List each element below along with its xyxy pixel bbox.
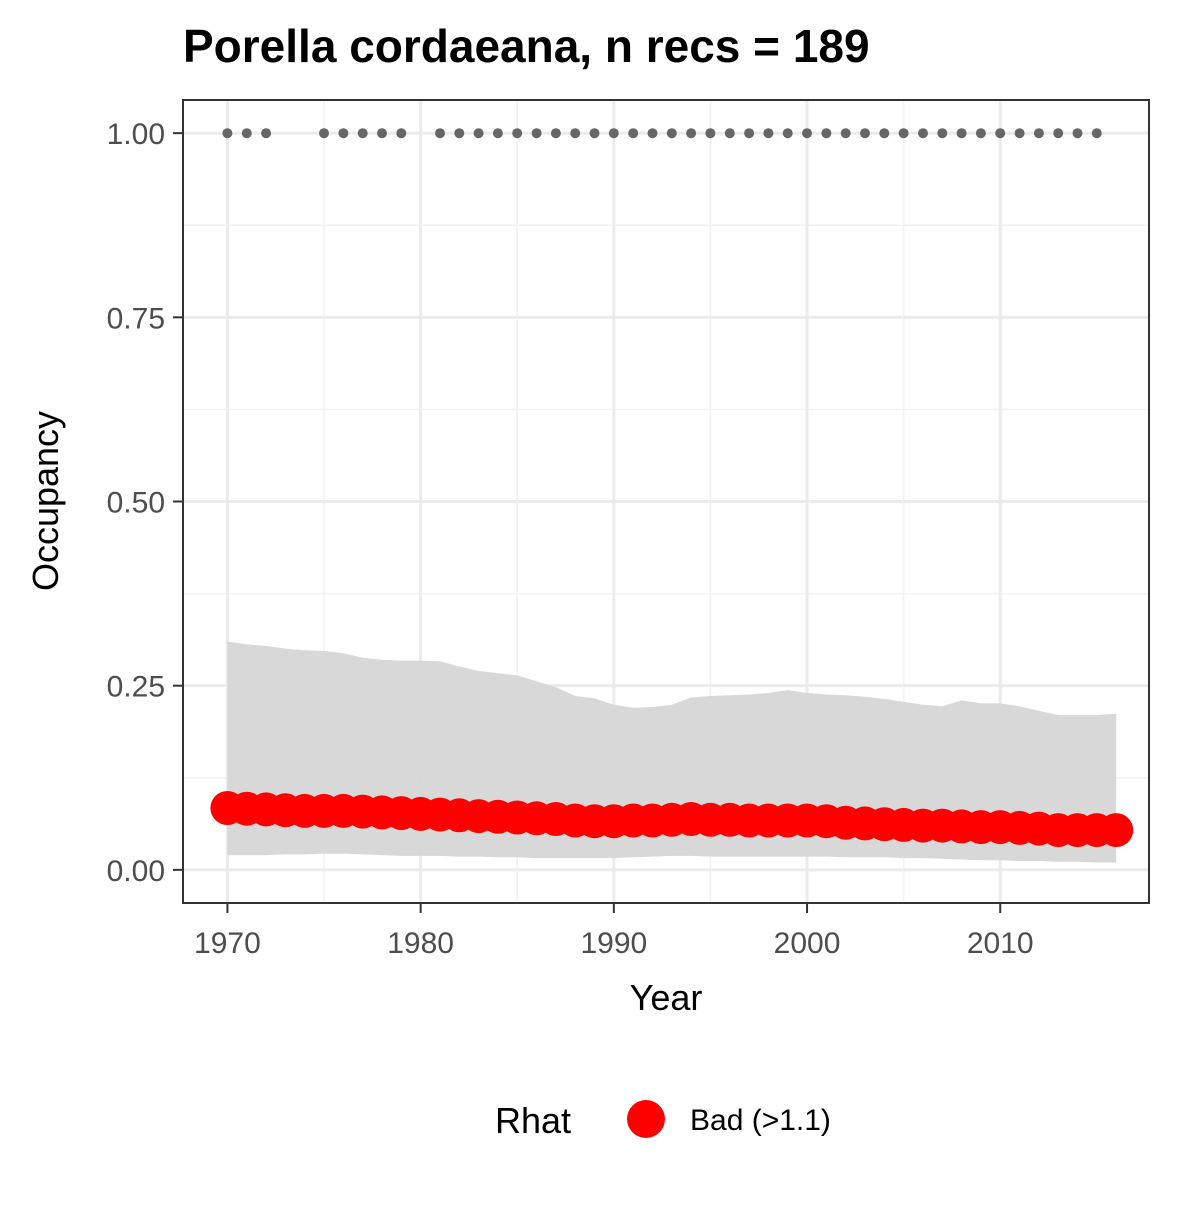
record-year-point — [608, 128, 619, 139]
record-year-point — [705, 128, 716, 139]
record-year-point — [898, 128, 909, 139]
record-year-point — [975, 128, 986, 139]
record-year-point — [724, 128, 735, 139]
y-tick-label: 0.25 — [107, 671, 165, 704]
record-year-point — [396, 128, 407, 139]
record-year-point — [937, 128, 948, 139]
record-year-point — [454, 128, 465, 139]
record-year-point — [686, 128, 697, 139]
record-year-point — [512, 128, 523, 139]
record-year-point — [241, 128, 252, 139]
record-year-point — [589, 128, 600, 139]
record-year-point — [570, 128, 581, 139]
x-tick-label: 1990 — [580, 927, 647, 960]
x-tick-label: 1980 — [387, 927, 454, 960]
record-year-point — [647, 128, 658, 139]
y-tick-label: 0.75 — [107, 302, 165, 335]
record-year-point — [261, 128, 272, 139]
record-year-point — [222, 128, 233, 139]
y-tick-label: 0.50 — [107, 487, 165, 520]
x-tick-label: 2010 — [967, 927, 1034, 960]
x-tick-label: 2000 — [774, 927, 841, 960]
y-tick-label: 1.00 — [107, 118, 165, 151]
record-year-point — [821, 128, 832, 139]
record-year-point — [879, 128, 890, 139]
axes-layer: 1970 1980 1990 2000 2010 0.00 0.25 0.50 0.75 1.00 — [107, 118, 1034, 960]
record-year-point — [1033, 128, 1044, 139]
record-year-point — [319, 128, 329, 139]
record-year-point — [782, 128, 793, 139]
record-year-point — [492, 128, 503, 139]
record-year-point — [1014, 128, 1025, 139]
record-year-point — [1072, 128, 1083, 139]
record-year-point — [666, 128, 677, 139]
record-year-point — [995, 128, 1006, 139]
record-year-point — [357, 128, 368, 139]
record-year-point — [435, 128, 445, 139]
legend-label-bad: Bad (>1.1) — [690, 1104, 831, 1137]
record-year-point — [860, 128, 870, 139]
record-year-point — [531, 128, 542, 139]
record-year-point — [802, 128, 812, 139]
x-tick-label: 1970 — [194, 927, 261, 960]
record-year-point — [377, 128, 387, 139]
record-year-point — [744, 128, 755, 139]
legend-key-bad — [627, 1100, 665, 1138]
x-axis-title: Year — [630, 977, 703, 1018]
record-year-point — [550, 128, 561, 139]
legend: Rhat Bad (>1.1) — [495, 1100, 831, 1141]
legend-title: Rhat — [495, 1100, 571, 1141]
record-year-point — [763, 128, 774, 139]
record-year-point — [628, 128, 639, 139]
y-tick-label: 0.00 — [107, 855, 165, 888]
chart-title: Porella cordaeana, n recs = 189 — [183, 20, 870, 72]
record-year-point — [338, 128, 349, 139]
record-years-layer — [222, 128, 1102, 139]
record-year-point — [1053, 128, 1064, 139]
record-year-point — [1091, 128, 1102, 139]
y-axis-title: Occupancy — [25, 411, 66, 591]
record-year-point — [473, 128, 484, 139]
occupancy-point — [1099, 813, 1134, 848]
series-layer — [210, 791, 1134, 848]
record-year-point — [956, 128, 967, 139]
record-year-point — [918, 128, 928, 139]
record-year-point — [840, 128, 851, 139]
